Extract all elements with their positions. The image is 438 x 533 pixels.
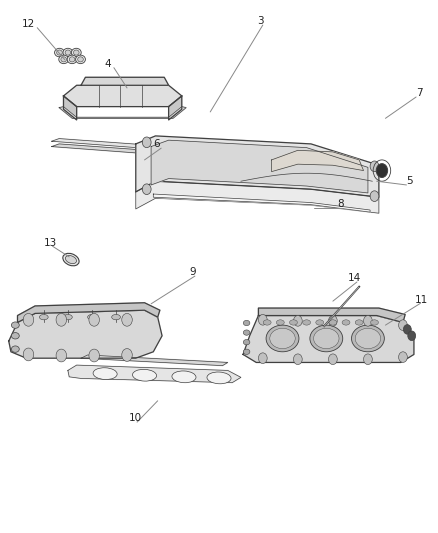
Ellipse shape — [371, 320, 378, 325]
Ellipse shape — [69, 57, 75, 62]
Ellipse shape — [93, 368, 117, 379]
Ellipse shape — [76, 55, 85, 63]
Polygon shape — [81, 77, 169, 85]
Ellipse shape — [67, 55, 77, 63]
Ellipse shape — [243, 340, 250, 345]
Ellipse shape — [310, 325, 343, 352]
Circle shape — [399, 320, 407, 330]
Ellipse shape — [316, 320, 324, 325]
Ellipse shape — [11, 346, 19, 352]
Ellipse shape — [290, 320, 297, 325]
Ellipse shape — [61, 57, 67, 62]
Text: 3: 3 — [257, 17, 264, 26]
Ellipse shape — [112, 314, 120, 320]
Circle shape — [142, 184, 151, 195]
Polygon shape — [243, 316, 414, 362]
Ellipse shape — [355, 328, 381, 349]
Ellipse shape — [133, 369, 156, 381]
Ellipse shape — [243, 349, 250, 354]
Circle shape — [403, 325, 411, 334]
Circle shape — [89, 313, 99, 326]
Ellipse shape — [329, 320, 337, 325]
Ellipse shape — [355, 320, 363, 325]
Ellipse shape — [65, 255, 77, 264]
Ellipse shape — [172, 371, 196, 383]
Ellipse shape — [270, 328, 295, 349]
Ellipse shape — [88, 314, 96, 320]
Circle shape — [122, 349, 132, 361]
Polygon shape — [153, 194, 370, 212]
Polygon shape — [136, 136, 379, 197]
Circle shape — [364, 354, 372, 365]
Text: 5: 5 — [406, 176, 413, 186]
Circle shape — [258, 353, 267, 364]
Ellipse shape — [57, 50, 62, 55]
Polygon shape — [59, 107, 186, 118]
Ellipse shape — [65, 50, 71, 55]
Text: 12: 12 — [22, 19, 35, 29]
Polygon shape — [151, 140, 368, 193]
Circle shape — [258, 314, 267, 325]
Text: 13: 13 — [44, 238, 57, 247]
Ellipse shape — [59, 55, 69, 63]
Circle shape — [56, 313, 67, 326]
Polygon shape — [81, 355, 228, 366]
Text: 7: 7 — [416, 88, 423, 98]
Circle shape — [370, 161, 379, 172]
Ellipse shape — [74, 50, 79, 55]
Circle shape — [89, 349, 99, 362]
Circle shape — [328, 354, 337, 365]
Ellipse shape — [243, 330, 250, 335]
Ellipse shape — [263, 320, 271, 325]
Circle shape — [293, 354, 302, 365]
Circle shape — [376, 164, 388, 177]
Ellipse shape — [276, 320, 284, 325]
Ellipse shape — [11, 322, 19, 328]
Ellipse shape — [78, 57, 83, 62]
Circle shape — [328, 316, 337, 326]
Circle shape — [364, 316, 372, 326]
Ellipse shape — [207, 372, 231, 384]
Polygon shape — [68, 365, 241, 383]
Text: 14: 14 — [348, 273, 361, 283]
Ellipse shape — [351, 325, 385, 352]
Text: 11: 11 — [415, 295, 428, 304]
Ellipse shape — [314, 328, 339, 349]
Ellipse shape — [64, 314, 72, 320]
Ellipse shape — [63, 253, 79, 266]
Polygon shape — [258, 308, 405, 322]
Ellipse shape — [55, 49, 64, 57]
Text: 9: 9 — [189, 267, 196, 277]
Ellipse shape — [266, 325, 299, 352]
Polygon shape — [64, 96, 77, 120]
Circle shape — [293, 316, 302, 326]
Circle shape — [408, 331, 416, 341]
Ellipse shape — [243, 320, 250, 326]
Circle shape — [399, 352, 407, 362]
Circle shape — [142, 137, 151, 148]
Polygon shape — [64, 85, 182, 107]
Ellipse shape — [39, 314, 48, 320]
Circle shape — [56, 349, 67, 362]
Circle shape — [122, 313, 132, 326]
Circle shape — [23, 348, 34, 361]
Text: 6: 6 — [153, 139, 160, 149]
Polygon shape — [52, 144, 221, 159]
Circle shape — [23, 313, 34, 326]
Polygon shape — [136, 181, 379, 213]
Polygon shape — [52, 139, 221, 154]
Circle shape — [370, 191, 379, 201]
Polygon shape — [9, 310, 162, 358]
Polygon shape — [272, 150, 364, 172]
Text: 8: 8 — [337, 199, 344, 208]
Polygon shape — [18, 303, 160, 322]
Ellipse shape — [71, 49, 81, 57]
Ellipse shape — [342, 320, 350, 325]
Text: 4: 4 — [104, 59, 111, 69]
Ellipse shape — [11, 333, 19, 339]
Text: 10: 10 — [128, 414, 141, 423]
Ellipse shape — [303, 320, 311, 325]
Ellipse shape — [63, 49, 73, 57]
Polygon shape — [169, 96, 182, 120]
